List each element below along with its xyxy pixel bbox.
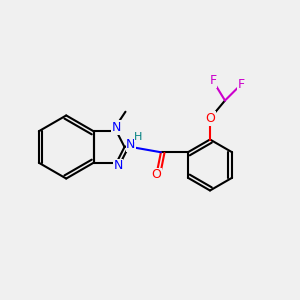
Text: F: F [238, 77, 245, 91]
Text: O: O [205, 112, 215, 125]
Text: H: H [134, 132, 142, 142]
Text: F: F [209, 74, 217, 88]
Text: O: O [152, 168, 161, 181]
Text: N: N [112, 121, 121, 134]
Text: N: N [113, 159, 123, 172]
Text: N: N [126, 138, 136, 151]
